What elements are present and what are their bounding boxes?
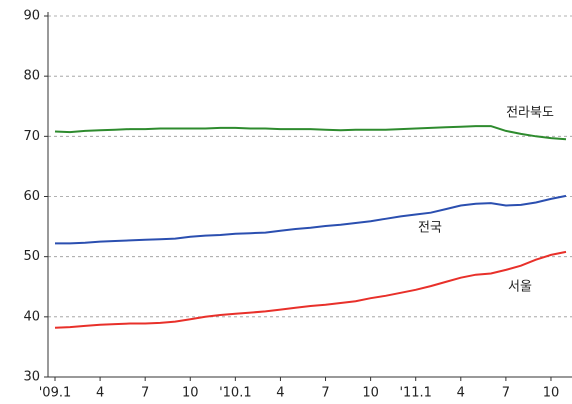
- x-tick-label: 10: [182, 386, 199, 401]
- y-tick-label: 80: [23, 69, 40, 84]
- y-tick-label: 50: [23, 249, 40, 264]
- series-label: 서울: [508, 280, 532, 295]
- series-line: [55, 194, 567, 245]
- x-tick-label: 4: [457, 386, 465, 401]
- x-tick-label: 7: [141, 386, 149, 401]
- y-tick-label: 70: [23, 129, 40, 144]
- x-tick-label: '11.1: [399, 386, 432, 401]
- x-tick-label: 4: [96, 386, 104, 401]
- x-tick-label: 10: [543, 386, 560, 401]
- x-tick-label: 4: [276, 386, 284, 401]
- series-line: [54, 125, 567, 141]
- x-tick-label: '10.1: [219, 386, 252, 401]
- y-tick-label: 30: [23, 370, 40, 385]
- x-tick-label: 10: [362, 386, 379, 401]
- series-label: 전라북도: [506, 106, 554, 121]
- x-tick-label: '09.1: [39, 386, 72, 401]
- x-tick-label: 7: [502, 386, 510, 401]
- series-label: 전국: [418, 221, 442, 236]
- y-tick-label: 60: [23, 189, 40, 204]
- y-tick-label: 90: [23, 9, 40, 24]
- y-tick-label: 40: [23, 309, 40, 324]
- x-tick-label: 7: [321, 386, 329, 401]
- series-line: [54, 250, 567, 329]
